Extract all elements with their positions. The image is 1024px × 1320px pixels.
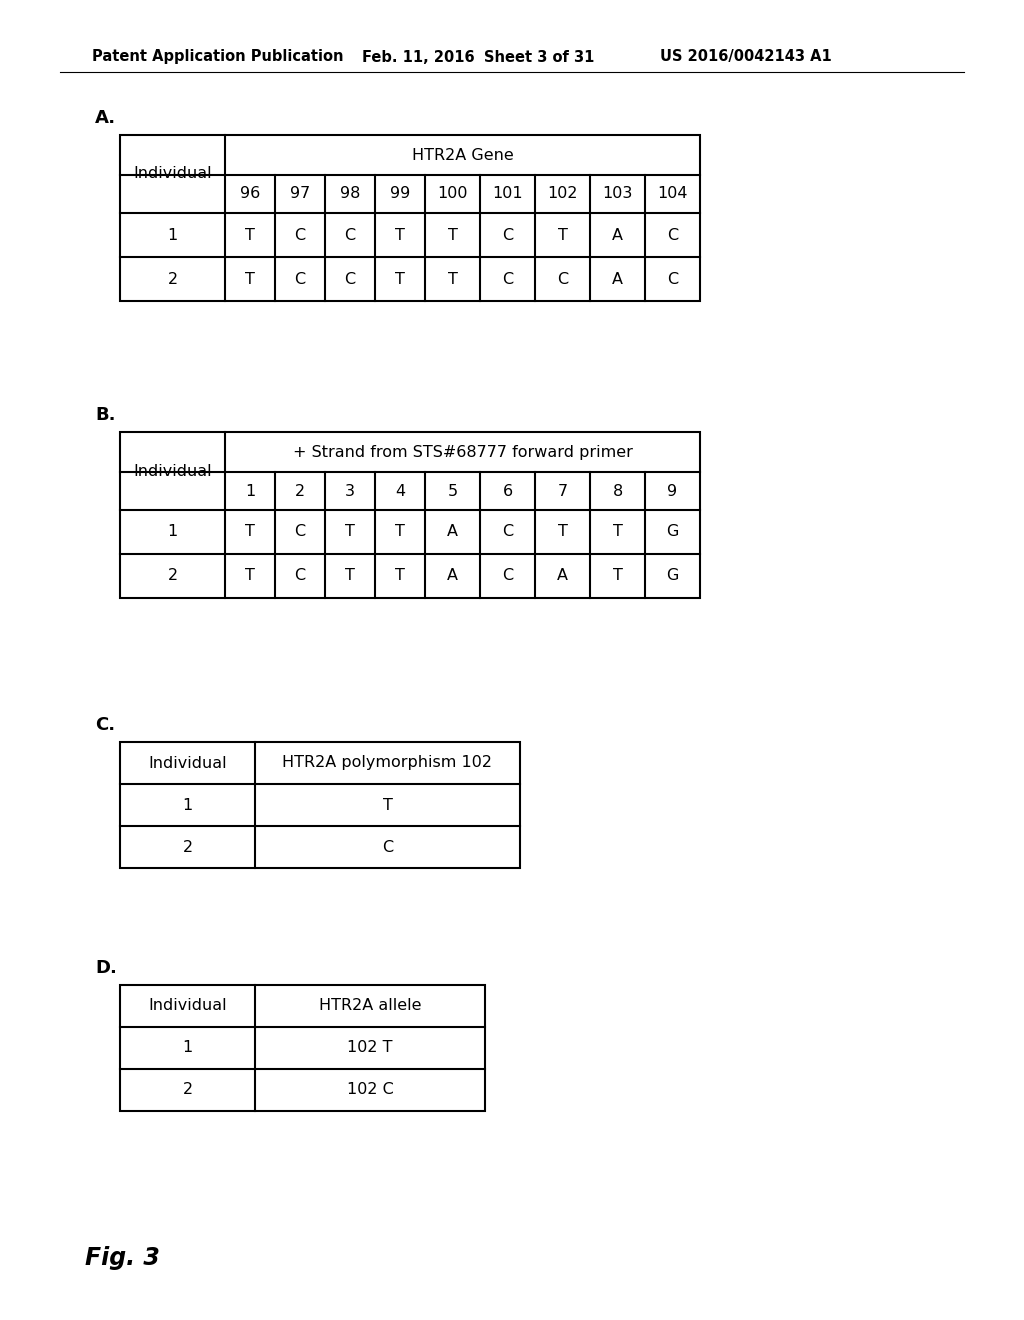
Text: T: T xyxy=(395,272,404,286)
Text: C: C xyxy=(295,569,305,583)
Bar xyxy=(120,135,700,301)
Text: C: C xyxy=(667,272,678,286)
Text: 100: 100 xyxy=(437,186,468,202)
Text: T: T xyxy=(245,569,255,583)
Text: 2: 2 xyxy=(168,272,177,286)
Text: 7: 7 xyxy=(557,483,567,499)
Text: US 2016/0042143 A1: US 2016/0042143 A1 xyxy=(660,49,831,65)
Text: 2: 2 xyxy=(295,483,305,499)
Text: B.: B. xyxy=(95,407,116,424)
Text: C: C xyxy=(557,272,568,286)
Text: 3: 3 xyxy=(345,483,355,499)
Text: Feb. 11, 2016: Feb. 11, 2016 xyxy=(362,49,475,65)
Text: C: C xyxy=(667,227,678,243)
Text: C: C xyxy=(502,227,513,243)
Text: Sheet 3 of 31: Sheet 3 of 31 xyxy=(484,49,594,65)
Text: G: G xyxy=(667,569,679,583)
Text: A.: A. xyxy=(95,110,116,127)
Text: C: C xyxy=(502,569,513,583)
Text: Individual: Individual xyxy=(148,755,226,771)
Text: T: T xyxy=(612,569,623,583)
Text: T: T xyxy=(245,524,255,540)
Text: C: C xyxy=(295,524,305,540)
Text: 104: 104 xyxy=(657,186,688,202)
Text: T: T xyxy=(245,272,255,286)
Text: 102 C: 102 C xyxy=(347,1082,393,1097)
Text: C: C xyxy=(344,272,355,286)
Text: T: T xyxy=(245,227,255,243)
Text: A: A xyxy=(612,272,623,286)
Text: 96: 96 xyxy=(240,186,260,202)
Text: 9: 9 xyxy=(668,483,678,499)
Text: HTR2A Gene: HTR2A Gene xyxy=(412,148,513,162)
Text: C: C xyxy=(295,227,305,243)
Text: T: T xyxy=(383,797,392,813)
Text: T: T xyxy=(447,272,458,286)
Bar xyxy=(120,742,520,869)
Text: Patent Application Publication: Patent Application Publication xyxy=(92,49,343,65)
Text: C: C xyxy=(344,227,355,243)
Text: C.: C. xyxy=(95,715,115,734)
Text: T: T xyxy=(447,227,458,243)
Text: Fig. 3: Fig. 3 xyxy=(85,1246,160,1270)
Text: + Strand from STS#68777 forward primer: + Strand from STS#68777 forward primer xyxy=(293,445,633,459)
Text: 1: 1 xyxy=(182,1040,193,1056)
Text: T: T xyxy=(345,524,355,540)
Text: T: T xyxy=(557,524,567,540)
Text: A: A xyxy=(612,227,623,243)
Text: 8: 8 xyxy=(612,483,623,499)
Text: A: A xyxy=(447,524,458,540)
Text: 103: 103 xyxy=(602,186,633,202)
Text: 1: 1 xyxy=(167,524,177,540)
Text: 6: 6 xyxy=(503,483,513,499)
Text: T: T xyxy=(612,524,623,540)
Text: 2: 2 xyxy=(182,1082,193,1097)
Text: A: A xyxy=(557,569,568,583)
Text: HTR2A polymorphism 102: HTR2A polymorphism 102 xyxy=(283,755,493,771)
Text: T: T xyxy=(395,569,404,583)
Text: C: C xyxy=(502,272,513,286)
Text: 2: 2 xyxy=(168,569,177,583)
Text: 98: 98 xyxy=(340,186,360,202)
Text: 101: 101 xyxy=(493,186,523,202)
Text: T: T xyxy=(345,569,355,583)
Text: C: C xyxy=(295,272,305,286)
Text: A: A xyxy=(447,569,458,583)
Text: D.: D. xyxy=(95,960,117,977)
Text: 97: 97 xyxy=(290,186,310,202)
Text: T: T xyxy=(395,524,404,540)
Text: C: C xyxy=(382,840,393,854)
Text: 99: 99 xyxy=(390,186,411,202)
Bar xyxy=(120,985,485,1111)
Text: Individual: Individual xyxy=(133,463,212,479)
Text: 1: 1 xyxy=(182,797,193,813)
Text: Individual: Individual xyxy=(148,998,226,1014)
Text: HTR2A allele: HTR2A allele xyxy=(318,998,421,1014)
Text: 102: 102 xyxy=(547,186,578,202)
Text: 1: 1 xyxy=(245,483,255,499)
Text: 5: 5 xyxy=(447,483,458,499)
Text: T: T xyxy=(557,227,567,243)
Text: G: G xyxy=(667,524,679,540)
Text: 2: 2 xyxy=(182,840,193,854)
Text: C: C xyxy=(502,524,513,540)
Text: 102 T: 102 T xyxy=(347,1040,393,1056)
Text: T: T xyxy=(395,227,404,243)
Text: 1: 1 xyxy=(167,227,177,243)
Text: 4: 4 xyxy=(395,483,406,499)
Bar xyxy=(120,432,700,598)
Text: Individual: Individual xyxy=(133,166,212,181)
